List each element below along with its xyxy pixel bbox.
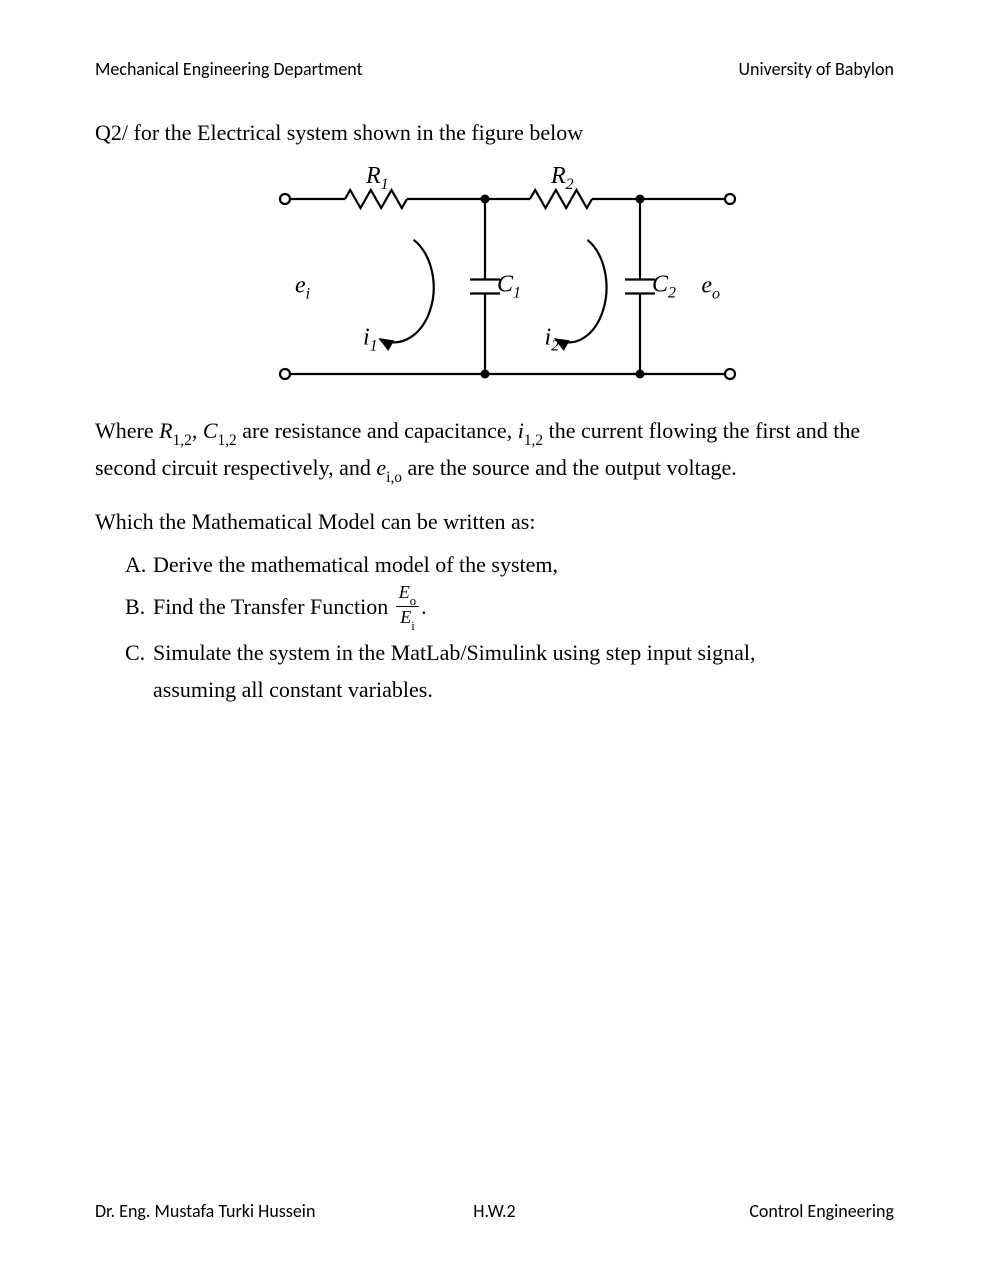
list-letter: C. <box>125 636 153 669</box>
item-text: Derive the mathematical model of the sys… <box>153 552 558 577</box>
circuit-diagram: R1 R2 C1 C2 ei eo i1 i2 <box>95 159 894 394</box>
list-letter: B. <box>125 590 153 623</box>
list-item-a: A.Derive the mathematical model of the s… <box>125 548 894 581</box>
sym-r12-sub: 1,2 <box>173 432 192 449</box>
desc-part: are the source and the output voltage. <box>402 455 737 480</box>
frac-sub: i <box>411 619 415 633</box>
sym-i12: i <box>518 418 524 443</box>
sym-c12-sub: 1,2 <box>218 432 237 449</box>
header-left: Mechanical Engineering Department <box>95 58 363 80</box>
page-content: Q2/ for the Electrical system shown in t… <box>0 80 989 706</box>
svg-text:R2: R2 <box>550 163 574 193</box>
desc-part: are resistance and capacitance, <box>237 418 518 443</box>
item-c-line2: assuming all constant variables. <box>95 673 894 706</box>
frac-sym: E <box>399 582 410 602</box>
item-text-part: Find the Transfer Function <box>153 594 394 619</box>
svg-text:ei: ei <box>295 273 310 303</box>
circuit-svg: R1 R2 C1 C2 ei eo i1 i2 <box>240 159 750 394</box>
sym-eio-sub: i,o <box>386 469 402 486</box>
item-text: Find the Transfer Function EoEi. <box>153 594 427 619</box>
footer-left: Dr. Eng. Mustafa Turki Hussein <box>95 1200 361 1222</box>
sym-r12: R <box>159 418 172 443</box>
question-description: Where R1,2, C1,2 are resistance and capa… <box>95 414 894 487</box>
footer-center: H.W.2 <box>361 1200 627 1222</box>
fraction-den: Ei <box>396 607 419 630</box>
list-item-c: C.Simulate the system in the MatLab/Simu… <box>125 636 894 669</box>
svg-text:i2: i2 <box>544 325 559 355</box>
sym-c12: C <box>203 418 218 443</box>
item-text: Simulate the system in the MatLab/Simuli… <box>153 640 756 665</box>
frac-sym: E <box>400 607 411 627</box>
svg-text:i1: i1 <box>363 325 378 355</box>
svg-text:eo: eo <box>701 273 720 303</box>
svg-text:C1: C1 <box>497 272 521 302</box>
page-header: Mechanical Engineering Department Univer… <box>0 0 989 80</box>
header-right: University of Babylon <box>739 58 895 80</box>
item-text-part: . <box>421 594 427 619</box>
fraction: EoEi <box>396 583 419 630</box>
sym-i12-sub: 1,2 <box>524 432 543 449</box>
fraction-num: Eo <box>396 583 419 607</box>
footer-right: Control Engineering <box>628 1200 894 1222</box>
question-title: Q2/ for the Electrical system shown in t… <box>95 116 894 149</box>
list-item-b: B.Find the Transfer Function EoEi. <box>125 585 894 632</box>
svg-text:C2: C2 <box>652 272 676 302</box>
frac-sub: o <box>410 594 416 608</box>
page-footer: Dr. Eng. Mustafa Turki Hussein H.W.2 Con… <box>0 1200 989 1222</box>
question-list: A.Derive the mathematical model of the s… <box>95 548 894 669</box>
desc-part: Where <box>95 418 159 443</box>
question-subhead: Which the Mathematical Model can be writ… <box>95 505 894 538</box>
list-letter: A. <box>125 548 153 581</box>
desc-part: , <box>192 418 203 443</box>
svg-text:R1: R1 <box>365 163 389 193</box>
sym-eio: e <box>376 455 386 480</box>
